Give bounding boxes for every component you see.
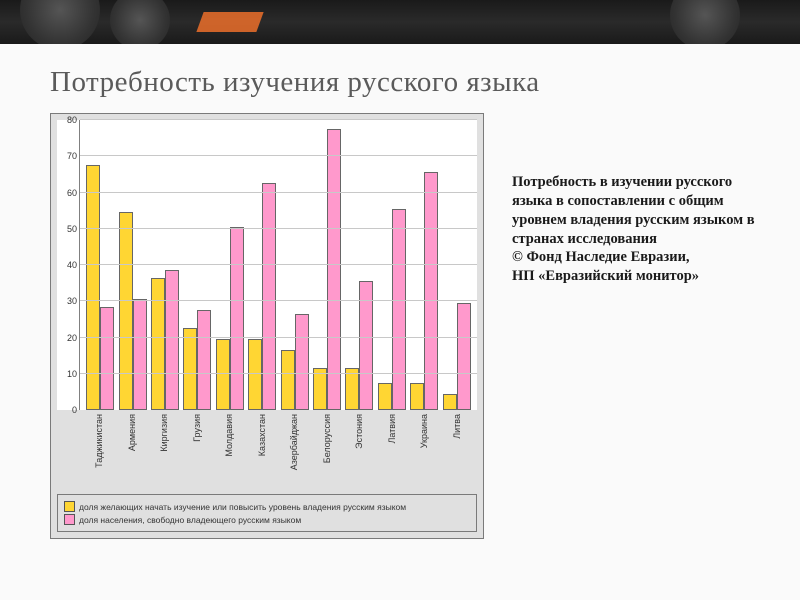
bar-group [281, 314, 309, 410]
legend-row: доля желающих начать изучение или повыси… [64, 501, 470, 512]
chart-legend: доля желающих начать изучение или повыси… [57, 494, 477, 532]
y-tick: 80 [67, 115, 77, 125]
bar [424, 172, 438, 410]
bar [313, 368, 327, 410]
bar [216, 339, 230, 410]
y-tick: 60 [67, 188, 77, 198]
y-tick: 30 [67, 296, 77, 306]
x-label: Литва [443, 414, 471, 488]
bar-group [248, 183, 276, 410]
bar [248, 339, 262, 410]
x-label: Эстония [345, 414, 373, 488]
bar-group [410, 172, 438, 410]
bar-group [183, 310, 211, 410]
bar [183, 328, 197, 410]
x-label: Молдавия [215, 414, 243, 488]
sidebar-credit-1: © Фонд Наследие Евразии, [512, 248, 762, 267]
y-tick: 70 [67, 151, 77, 161]
bar-group [151, 270, 179, 410]
page-title: Потребность изучения русского языка [50, 66, 800, 99]
legend-swatch [64, 514, 75, 525]
decorative-top-band [0, 0, 800, 44]
bar [262, 183, 276, 410]
x-label: Латвия [378, 414, 406, 488]
bar-group [443, 303, 471, 410]
bar [457, 303, 471, 410]
y-tick: 40 [67, 260, 77, 270]
bar-group [313, 129, 341, 410]
bar-group [119, 212, 147, 410]
x-label: Таджикистан [85, 414, 113, 488]
sidebar-text: Потребность в изучении русского языка в … [512, 173, 762, 286]
bar [151, 278, 165, 411]
legend-label: доля населения, свободно владеющего русс… [79, 515, 301, 525]
legend-label: доля желающих начать изучение или повыси… [79, 502, 406, 512]
bar [327, 129, 341, 410]
sidebar-paragraph: Потребность в изучении русского языка в … [512, 173, 762, 248]
bar-group [216, 227, 244, 410]
y-tick: 10 [67, 369, 77, 379]
bar [392, 209, 406, 410]
y-tick: 20 [67, 333, 77, 343]
legend-row: доля населения, свободно владеющего русс… [64, 514, 470, 525]
bar [165, 270, 179, 410]
x-label: Азербайджан [280, 414, 308, 488]
bar [345, 368, 359, 410]
x-label: Казахстан [248, 414, 276, 488]
x-label: Армения [118, 414, 146, 488]
x-label: Грузия [183, 414, 211, 488]
bar [295, 314, 309, 410]
bar [119, 212, 133, 410]
y-tick: 50 [67, 224, 77, 234]
bar [410, 383, 424, 410]
x-label: Украина [410, 414, 438, 488]
bar-group [378, 209, 406, 410]
x-label: Белоруссия [313, 414, 341, 488]
bar [230, 227, 244, 410]
legend-swatch [64, 501, 75, 512]
content-row: 0 10 20 30 40 50 60 70 80 ТаджикистанАрменияКирг… [0, 113, 800, 539]
bar [197, 310, 211, 410]
chart-container: 0 10 20 30 40 50 60 70 80 ТаджикистанАрменияКирг… [50, 113, 484, 539]
bar [281, 350, 295, 410]
bar [378, 383, 392, 410]
bar [100, 307, 114, 411]
chart-plot: 01020304050607080 [57, 120, 477, 410]
sidebar-credit-2: НП «Евразийский монитор» [512, 267, 762, 286]
bar [443, 394, 457, 411]
bar [133, 299, 147, 410]
x-label: Киргизия [150, 414, 178, 488]
y-tick: 0 [72, 405, 77, 415]
